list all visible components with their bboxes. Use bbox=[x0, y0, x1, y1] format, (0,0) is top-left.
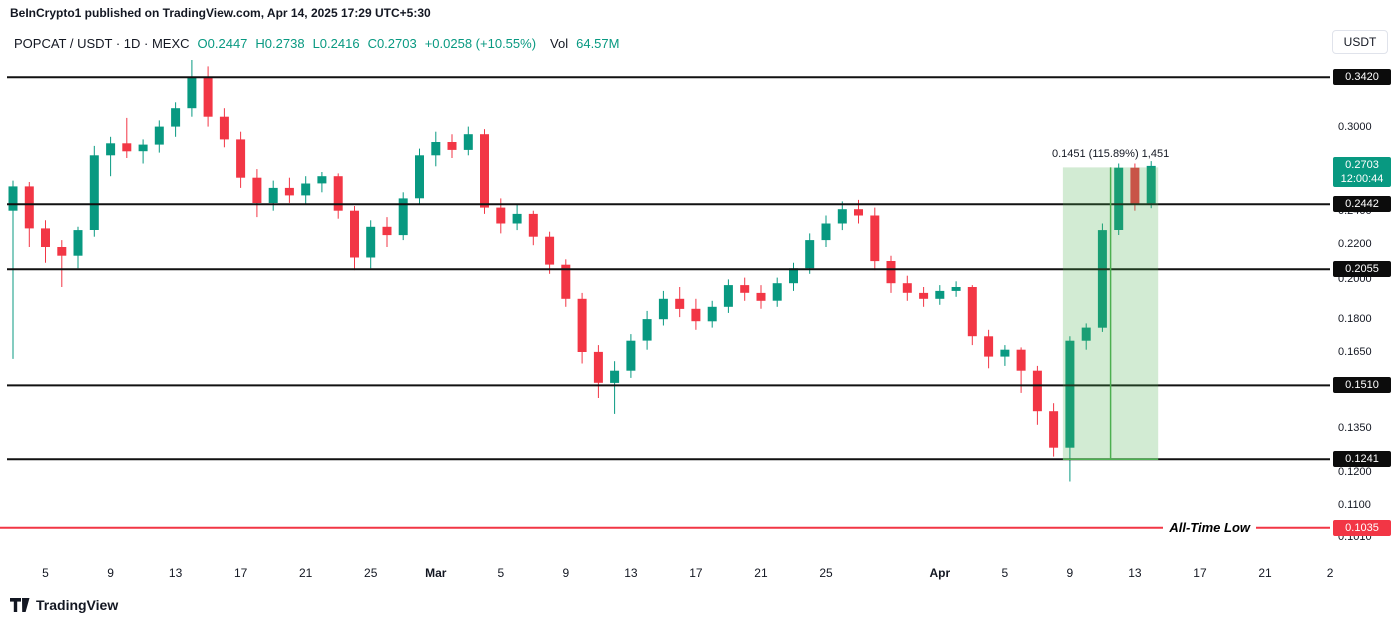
chart-canvas[interactable]: 0.1451 (115.89%) 1,451 All-Time Low bbox=[0, 0, 1330, 590]
ohlc-high: H0.2738 bbox=[255, 36, 305, 51]
all-time-low-label: All-Time Low bbox=[1163, 518, 1256, 537]
time-axis-label: 17 bbox=[233, 566, 248, 580]
time-axis-label: Mar bbox=[425, 566, 447, 580]
price-axis-label: 0.3000 bbox=[1338, 120, 1372, 133]
time-axis-label: 17 bbox=[689, 566, 703, 580]
time-axis-label: 2 bbox=[1326, 566, 1334, 580]
time-axis-label: 21 bbox=[1258, 566, 1272, 580]
price-axis-label: 0.2200 bbox=[1338, 237, 1372, 250]
time-axis-label: Apr bbox=[929, 566, 951, 580]
time-axis-label: 25 bbox=[364, 566, 378, 580]
tradingview-logo-icon bbox=[10, 598, 30, 612]
price-axis[interactable]: 0.2703 12:00:44 0.30000.24000.22000.2000… bbox=[1332, 0, 1400, 590]
price-level-badge: 0.3420 bbox=[1333, 69, 1391, 86]
time-axis-label: 5 bbox=[1001, 566, 1009, 580]
time-axis-label: 21 bbox=[754, 566, 768, 580]
current-price-badge: 0.2703 12:00:44 bbox=[1333, 156, 1391, 187]
time-axis-label: 25 bbox=[819, 566, 833, 580]
symbol-legend: POPCAT / USDT · 1D · MEXC O0.2447 H0.273… bbox=[14, 36, 619, 51]
time-axis-label: 13 bbox=[168, 566, 183, 580]
price-axis-label: 0.1100 bbox=[1338, 498, 1371, 511]
price-axis-label: 0.1200 bbox=[1338, 465, 1372, 478]
currency-unit-button[interactable]: USDT bbox=[1332, 30, 1388, 54]
symbol-title[interactable]: POPCAT / USDT · 1D · MEXC bbox=[14, 36, 190, 51]
time-axis-label: 17 bbox=[1193, 566, 1207, 580]
price-level-badge: 0.1510 bbox=[1333, 377, 1391, 394]
ohlc-close: C0.2703 bbox=[367, 36, 417, 51]
ohlc-open: O0.2447 bbox=[197, 36, 248, 51]
time-axis[interactable]: 5 9 13 17 21 25 Mar 5 9 13 17 21 25 Apr 5 9 13 17 21 2 bbox=[0, 564, 1340, 584]
bar-countdown-timer: 12:00:44 bbox=[1340, 172, 1384, 185]
time-axis-label: 9 bbox=[562, 566, 570, 580]
time-axis-label: 13 bbox=[624, 566, 638, 580]
price-axis-label: 0.1800 bbox=[1338, 313, 1372, 326]
time-axis-label: 5 bbox=[497, 566, 505, 580]
time-axis-label: 13 bbox=[1128, 566, 1142, 580]
time-axis-label: 9 bbox=[1066, 566, 1074, 580]
time-axis-label: 9 bbox=[107, 566, 114, 580]
current-price-value: 0.2703 bbox=[1345, 158, 1379, 171]
tradingview-logo-text: TradingView bbox=[36, 597, 119, 613]
price-level-badge: 0.2442 bbox=[1333, 196, 1391, 213]
price-axis-label: 0.1350 bbox=[1338, 421, 1372, 434]
volume-label: Vol bbox=[550, 36, 569, 51]
time-axis-label: 5 bbox=[42, 566, 49, 580]
price-axis-label: 0.1650 bbox=[1338, 345, 1372, 358]
time-axis-label: 21 bbox=[298, 566, 313, 580]
candlestick-chart[interactable] bbox=[0, 0, 1330, 590]
price-change: +0.0258 (+10.55%) bbox=[424, 36, 537, 51]
all-time-low-badge: 0.1035 bbox=[1333, 519, 1391, 536]
attribution-text: BeInCrypto1 published on TradingView.com… bbox=[10, 6, 431, 20]
price-range-measure-label[interactable]: 0.1451 (115.89%) 1,451 bbox=[1051, 148, 1170, 161]
tradingview-logo[interactable]: TradingView bbox=[10, 597, 118, 613]
ohlc-low: L0.2416 bbox=[312, 36, 360, 51]
price-level-badge: 0.2055 bbox=[1333, 261, 1391, 278]
volume-value: 64.57M bbox=[576, 36, 620, 51]
price-level-badge: 0.1241 bbox=[1333, 451, 1391, 468]
